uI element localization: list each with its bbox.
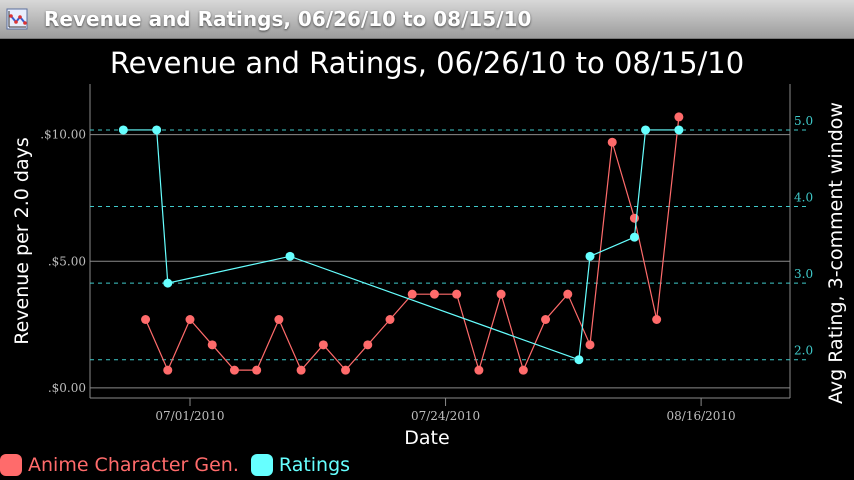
legend-swatch-revenue (0, 454, 22, 476)
revenue-data-point (341, 365, 351, 375)
revenue-data-point (652, 315, 662, 324)
y2-tick-label: 4.0 (794, 191, 813, 205)
title-bar: Revenue and Ratings, 06/26/10 to 08/15/1… (0, 0, 854, 39)
x-tick-label: 08/16/2010 (667, 409, 736, 423)
legend-label-revenue: Anime Character Gen. (28, 454, 239, 476)
revenue-data-point (429, 289, 439, 299)
revenue-data-point (385, 315, 395, 324)
ratings-data-point (118, 125, 128, 135)
legend-item-ratings[interactable]: Ratings (250, 454, 351, 476)
x-tick-label: 07/01/2010 (155, 409, 224, 423)
ratings-data-point (585, 251, 595, 261)
legend-item-revenue[interactable]: Anime Character Gen. (0, 454, 239, 476)
chart-area: Revenue and Ratings, 06/26/10 to 08/15/1… (11, 46, 847, 449)
revenue-data-point (296, 365, 306, 375)
y2-tick-label: 2.0 (794, 344, 813, 358)
revenue-data-point (518, 365, 528, 375)
revenue-data-point (541, 315, 551, 324)
x-tick-label: 07/24/2010 (411, 409, 480, 423)
ratings-data-point (629, 232, 639, 242)
y-tick-label: .$0.00 (48, 381, 86, 395)
window-title: Revenue and Ratings, 06/26/10 to 08/15/1… (44, 7, 532, 31)
ratings-series-line (123, 129, 679, 361)
revenue-data-point (607, 137, 617, 147)
y-axis-label: Revenue per 2.0 days (11, 137, 33, 345)
ratings-data-point (285, 251, 295, 261)
legend-swatch-ratings (250, 454, 273, 476)
revenue-data-point (141, 315, 151, 324)
revenue-data-point (274, 315, 284, 324)
revenue-data-point (496, 289, 506, 299)
ratings-data-point (674, 125, 684, 135)
revenue-data-point (407, 289, 417, 299)
revenue-data-point (674, 112, 684, 122)
y2-tick-label: 5.0 (794, 114, 813, 128)
revenue-data-point (318, 340, 328, 350)
chart-title: Revenue and Ratings, 06/26/10 to 08/15/1… (110, 46, 744, 80)
revenue-series-line (145, 116, 680, 373)
chart-app-icon (6, 8, 28, 30)
revenue-data-point (474, 365, 484, 375)
revenue-data-point (563, 289, 573, 299)
revenue-data-point (585, 340, 595, 350)
ratings-data-point (152, 125, 162, 135)
revenue-data-point (185, 315, 195, 324)
legend-label-ratings: Ratings (278, 454, 351, 476)
revenue-data-point (229, 365, 239, 375)
ratings-data-point (574, 355, 584, 365)
revenue-data-point (207, 340, 217, 350)
y-tick-label: .$5.00 (48, 254, 86, 268)
revenue-data-point (629, 213, 639, 223)
revenue-data-point (452, 289, 462, 299)
y-tick-label: .$10.00 (40, 128, 86, 142)
y2-tick-label: 3.0 (794, 267, 813, 281)
revenue-data-point (163, 365, 173, 375)
revenue-data-point (363, 340, 373, 350)
legend: Anime Character Gen. Ratings (0, 452, 362, 478)
ratings-data-point (163, 278, 173, 288)
x-axis-label: Date (404, 427, 449, 449)
y2-axis-label: Avg Rating, 3-comment window (825, 102, 847, 404)
revenue-data-point (252, 365, 262, 375)
ratings-data-point (641, 125, 651, 135)
